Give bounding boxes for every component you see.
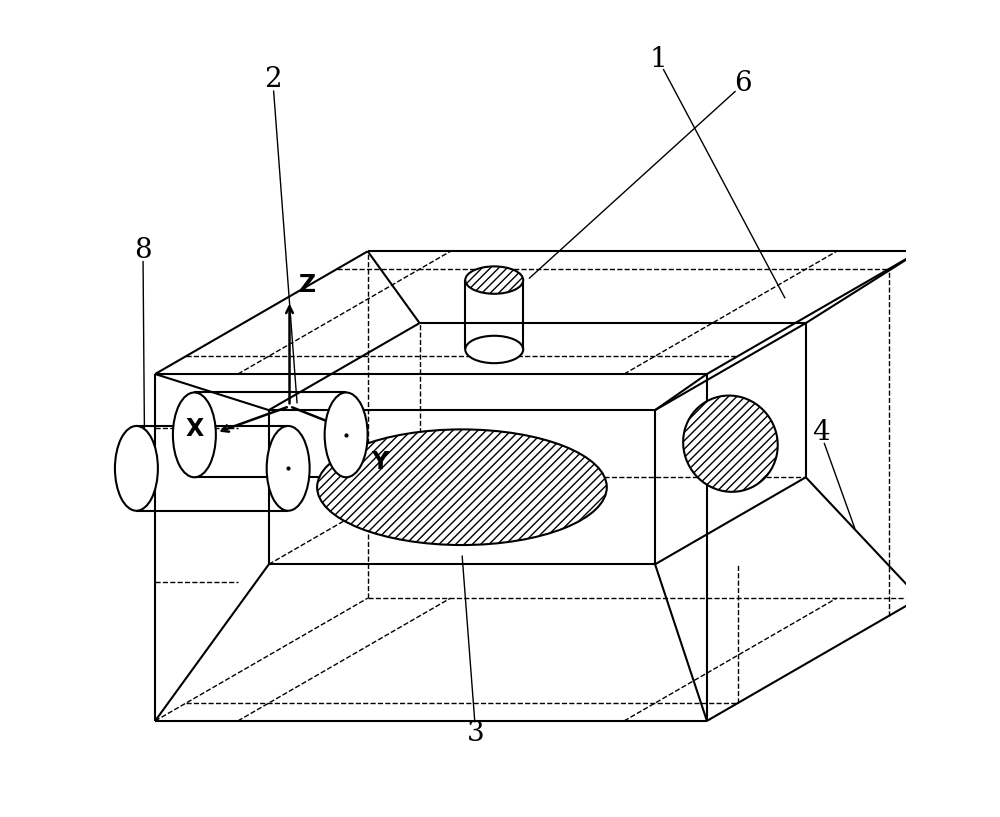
Text: 2: 2 <box>264 66 282 93</box>
Ellipse shape <box>317 430 607 545</box>
Text: 6: 6 <box>735 70 752 97</box>
Text: 3: 3 <box>467 720 484 747</box>
Ellipse shape <box>267 426 310 511</box>
Ellipse shape <box>173 392 216 477</box>
Ellipse shape <box>325 392 368 477</box>
Text: Y: Y <box>371 450 388 474</box>
Ellipse shape <box>465 266 523 294</box>
Ellipse shape <box>115 426 158 511</box>
Text: 8: 8 <box>134 237 152 264</box>
Text: X: X <box>186 417 204 440</box>
Text: 4: 4 <box>812 419 829 446</box>
Ellipse shape <box>683 395 778 492</box>
Ellipse shape <box>465 336 523 364</box>
Text: 1: 1 <box>649 46 667 73</box>
Text: Z: Z <box>299 273 316 297</box>
